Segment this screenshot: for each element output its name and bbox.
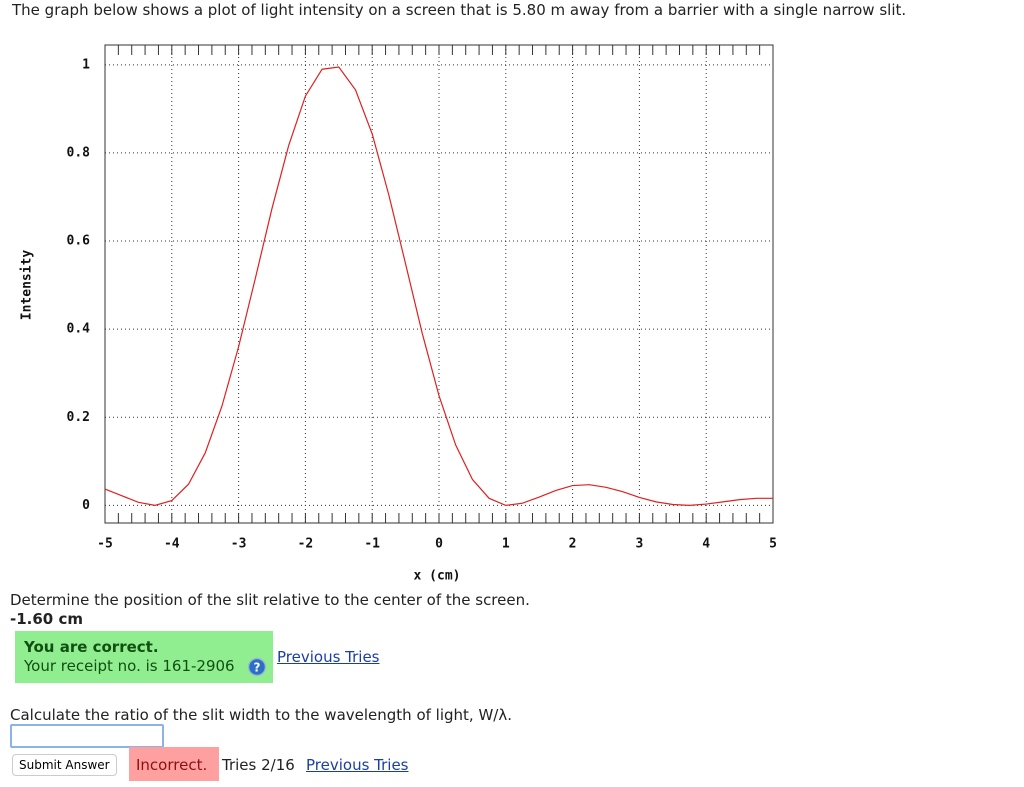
x-tick-label: -4 bbox=[164, 537, 180, 552]
receipt: Your receipt no. is 161-2906 bbox=[24, 657, 235, 675]
x-tick-label: -1 bbox=[364, 537, 380, 552]
previous-tries-link[interactable]: Previous Tries bbox=[306, 756, 409, 774]
chart: Intensity x (cm) 0 0.2 0.4 0.6 0.8 1 -5 -4 -3 -2 -… bbox=[20, 44, 777, 584]
x-tick-label: 2 bbox=[569, 537, 577, 552]
correct-box bbox=[15, 631, 273, 683]
x-tick-label: 5 bbox=[769, 537, 777, 552]
submit-button[interactable]: Submit Answer bbox=[12, 754, 117, 776]
help-icon[interactable]: ? bbox=[247, 657, 267, 677]
x-tick-label: 3 bbox=[635, 537, 643, 552]
x-tick-label: 0 bbox=[435, 537, 443, 552]
y-tick-label: 0.8 bbox=[67, 145, 91, 160]
answer-input[interactable] bbox=[10, 724, 164, 748]
previous-tries-link[interactable]: Previous Tries bbox=[277, 648, 380, 666]
y-axis-label: Intensity bbox=[20, 250, 35, 321]
x-axis-label: x (cm) bbox=[414, 569, 461, 584]
x-tick-label: -3 bbox=[231, 537, 247, 552]
incorrect-box bbox=[129, 747, 219, 781]
y-tick-label: 0.6 bbox=[67, 234, 91, 249]
x-tick-label: 1 bbox=[502, 537, 510, 552]
intensity-line bbox=[104, 66, 773, 506]
correct-status: You are correct. bbox=[24, 638, 159, 656]
incorrect-status: Incorrect. bbox=[136, 756, 208, 774]
tries: Tries 2/16 bbox=[222, 756, 295, 774]
part1-answer: -1.60 cm bbox=[10, 610, 83, 628]
y-tick-label: 0.4 bbox=[67, 322, 91, 337]
x-tick-label: -2 bbox=[298, 537, 314, 552]
y-tick-label: 0 bbox=[82, 498, 90, 513]
y-tick-label: 1 bbox=[82, 57, 90, 72]
y-tick-label: 0.2 bbox=[67, 410, 90, 425]
part2-prompt: Calculate the ratio of the slit width to… bbox=[10, 706, 512, 724]
question: The graph below shows a plot of light in… bbox=[12, 1, 907, 19]
x-tick-label: -5 bbox=[97, 537, 113, 552]
x-tick-label: 4 bbox=[702, 537, 710, 552]
plot-frame bbox=[104, 44, 774, 524]
svg-text:?: ? bbox=[254, 661, 261, 675]
part1-prompt: Determine the position of the slit relat… bbox=[10, 591, 530, 609]
